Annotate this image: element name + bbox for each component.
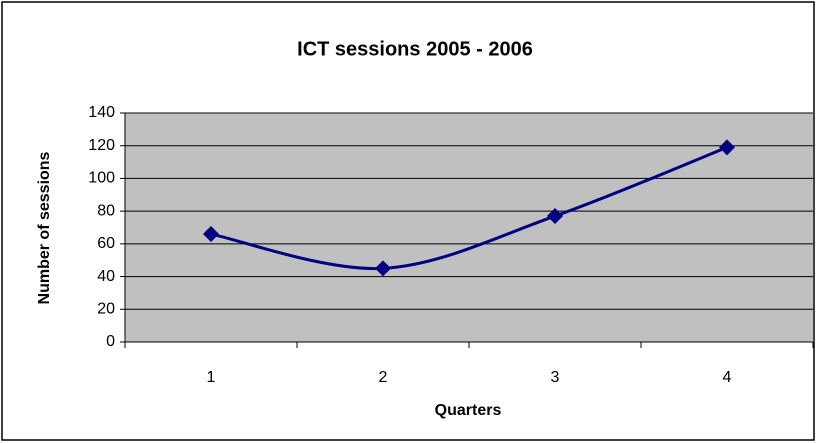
x-axis-label: Quarters [435,402,502,419]
series-line [210,145,728,271]
x-tick-label: 1 [207,369,216,386]
y-tick-label: 60 [97,235,115,252]
y-axis-label: Number of sessions [36,151,53,304]
chart-title: ICT sessions 2005 - 2006 [297,38,533,60]
x-tick-label: 2 [379,369,388,386]
y-tick-label: 140 [88,104,115,121]
y-tick-label: 120 [88,137,115,154]
y-tick-label: 40 [97,268,115,285]
y-tick-label: 100 [88,170,115,187]
data-point [203,226,219,243]
plot-area [125,113,813,342]
x-tick-label: 4 [723,369,732,386]
data-point [375,260,391,277]
y-tick-label: 80 [97,202,115,219]
y-tick-label: 20 [97,301,115,318]
data-point [547,208,563,225]
x-tick-label: 3 [551,369,560,386]
y-tick-label: 0 [106,333,115,350]
data-point [719,139,735,156]
